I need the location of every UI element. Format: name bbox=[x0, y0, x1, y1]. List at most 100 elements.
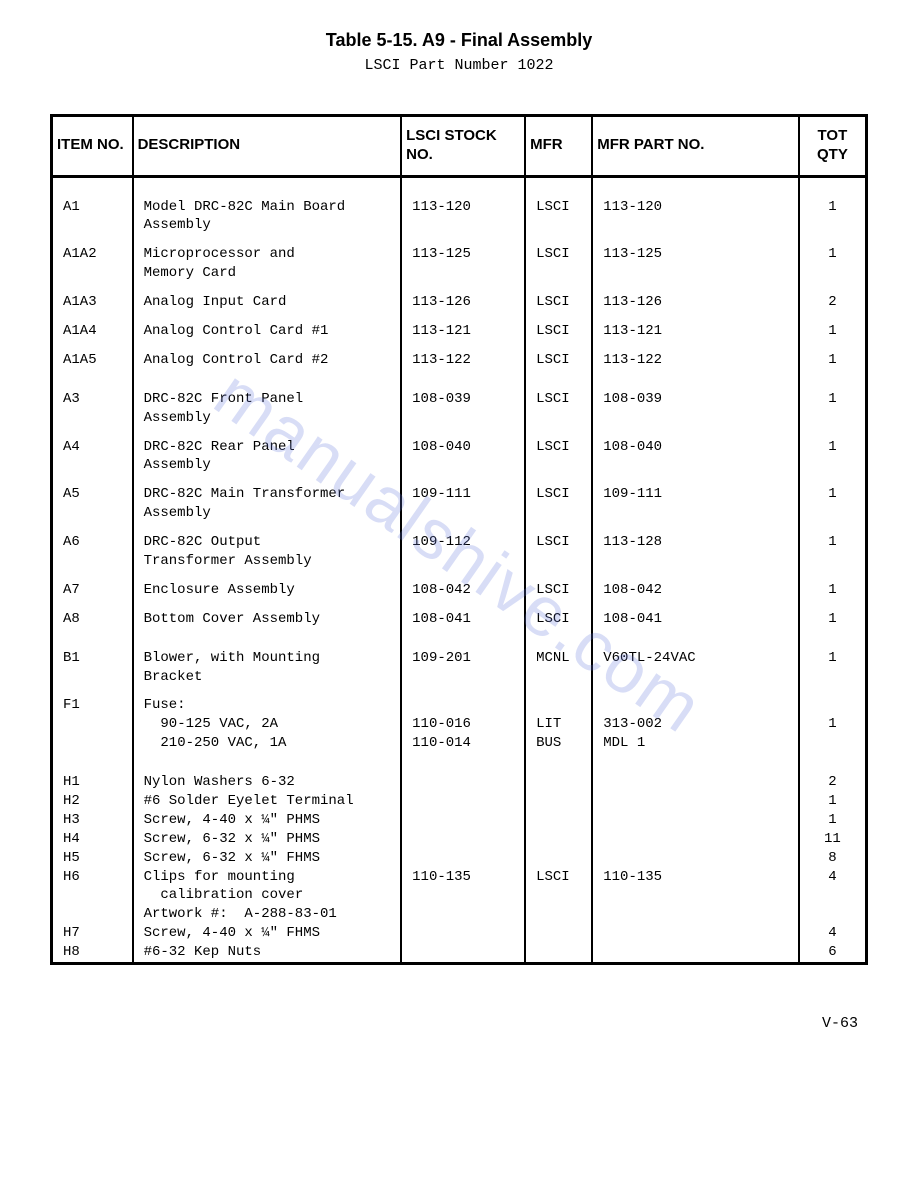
cell-part: 109-111 bbox=[592, 475, 799, 523]
table-row: A4DRC-82C Rear Panel Assembly108-040LSCI… bbox=[52, 428, 867, 476]
cell-mfr: LSCI bbox=[525, 428, 592, 476]
cell-desc: Fuse: 90-125 VAC, 2A 210-250 VAC, 1A bbox=[133, 686, 402, 753]
table-row: A7Enclosure Assembly108-042LSCI108-0421 bbox=[52, 571, 867, 600]
cell-desc: Bottom Cover Assembly bbox=[133, 600, 402, 629]
cell-stock: 108-042 bbox=[401, 571, 525, 600]
cell-mfr: LSCI bbox=[525, 370, 592, 428]
cell-item: H6 bbox=[52, 868, 133, 925]
cell-mfr: LSCI bbox=[525, 600, 592, 629]
cell-qty: 1 bbox=[799, 428, 867, 476]
cell-mfr bbox=[525, 811, 592, 830]
cell-part: 113-125 bbox=[592, 235, 799, 283]
col-part: MFR PART NO. bbox=[592, 116, 799, 177]
cell-stock: 113-126 bbox=[401, 283, 525, 312]
cell-item: A3 bbox=[52, 370, 133, 428]
cell-mfr: LSCI bbox=[525, 341, 592, 370]
cell-desc: Screw, 6-32 x ¼" FHMS bbox=[133, 849, 402, 868]
page: manualshive.com Table 5-15. A9 - Final A… bbox=[50, 30, 868, 1032]
cell-part: 113-128 bbox=[592, 523, 799, 571]
cell-mfr: LSCI bbox=[525, 475, 592, 523]
table-row: H2#6 Solder Eyelet Terminal1 bbox=[52, 792, 867, 811]
table-row: H7Screw, 4-40 x ¼" FHMS4 bbox=[52, 924, 867, 943]
table-row: A5DRC-82C Main Transformer Assembly109-1… bbox=[52, 475, 867, 523]
cell-stock bbox=[401, 924, 525, 943]
cell-item: A6 bbox=[52, 523, 133, 571]
cell-desc: Screw, 6-32 x ¼" PHMS bbox=[133, 830, 402, 849]
cell-part: 113-120 bbox=[592, 176, 799, 235]
cell-desc: #6 Solder Eyelet Terminal bbox=[133, 792, 402, 811]
cell-qty: 1 bbox=[799, 792, 867, 811]
cell-qty: 6 bbox=[799, 943, 867, 963]
cell-mfr: LSCI bbox=[525, 312, 592, 341]
cell-item: H1 bbox=[52, 753, 133, 792]
cell-mfr: LSCI bbox=[525, 571, 592, 600]
cell-desc: Model DRC-82C Main Board Assembly bbox=[133, 176, 402, 235]
cell-stock: 113-121 bbox=[401, 312, 525, 341]
cell-part bbox=[592, 792, 799, 811]
table-row: H6Clips for mounting calibration cover A… bbox=[52, 868, 867, 925]
cell-part: 108-041 bbox=[592, 600, 799, 629]
cell-part: 113-126 bbox=[592, 283, 799, 312]
cell-stock: 113-122 bbox=[401, 341, 525, 370]
col-desc: DESCRIPTION bbox=[133, 116, 402, 177]
cell-part: 113-122 bbox=[592, 341, 799, 370]
table-row: H4Screw, 6-32 x ¼" PHMS11 bbox=[52, 830, 867, 849]
cell-qty: 1 bbox=[799, 571, 867, 600]
cell-part bbox=[592, 849, 799, 868]
cell-item: B1 bbox=[52, 629, 133, 687]
col-mfr: MFR bbox=[525, 116, 592, 177]
cell-mfr bbox=[525, 753, 592, 792]
table-row: H8#6-32 Kep Nuts6 bbox=[52, 943, 867, 963]
cell-part: 113-121 bbox=[592, 312, 799, 341]
cell-qty: 1 bbox=[799, 176, 867, 235]
col-item: ITEM NO. bbox=[52, 116, 133, 177]
cell-stock: 109-111 bbox=[401, 475, 525, 523]
cell-qty: 1 bbox=[799, 235, 867, 283]
cell-item: A8 bbox=[52, 600, 133, 629]
cell-item: A1A3 bbox=[52, 283, 133, 312]
table-row: A3DRC-82C Front Panel Assembly108-039LSC… bbox=[52, 370, 867, 428]
cell-part: 110-135 bbox=[592, 868, 799, 925]
table-subtitle: LSCI Part Number 1022 bbox=[50, 57, 868, 74]
cell-stock bbox=[401, 849, 525, 868]
cell-mfr: LSCI bbox=[525, 283, 592, 312]
cell-part bbox=[592, 811, 799, 830]
cell-stock bbox=[401, 792, 525, 811]
cell-desc: Blower, with Mounting Bracket bbox=[133, 629, 402, 687]
cell-item: A1A5 bbox=[52, 341, 133, 370]
table-row: A8Bottom Cover Assembly108-041LSCI108-04… bbox=[52, 600, 867, 629]
cell-qty: 4 bbox=[799, 868, 867, 925]
parts-table: ITEM NO. DESCRIPTION LSCI STOCK NO. MFR … bbox=[50, 114, 868, 965]
cell-desc: Screw, 4-40 x ¼" FHMS bbox=[133, 924, 402, 943]
cell-stock bbox=[401, 811, 525, 830]
col-stock: LSCI STOCK NO. bbox=[401, 116, 525, 177]
cell-item: H8 bbox=[52, 943, 133, 963]
cell-mfr: MCNL bbox=[525, 629, 592, 687]
cell-mfr: LSCI bbox=[525, 868, 592, 925]
cell-part bbox=[592, 830, 799, 849]
cell-desc: Enclosure Assembly bbox=[133, 571, 402, 600]
cell-qty: 1 bbox=[799, 629, 867, 687]
cell-qty: 2 bbox=[799, 283, 867, 312]
cell-stock: 108-040 bbox=[401, 428, 525, 476]
cell-mfr: LIT BUS bbox=[525, 686, 592, 753]
cell-item: A1 bbox=[52, 176, 133, 235]
cell-stock: 109-112 bbox=[401, 523, 525, 571]
cell-desc: Nylon Washers 6-32 bbox=[133, 753, 402, 792]
cell-item: H7 bbox=[52, 924, 133, 943]
cell-desc: DRC-82C Main Transformer Assembly bbox=[133, 475, 402, 523]
cell-qty: 2 bbox=[799, 753, 867, 792]
cell-desc: Analog Control Card #1 bbox=[133, 312, 402, 341]
cell-mfr bbox=[525, 849, 592, 868]
cell-mfr bbox=[525, 792, 592, 811]
cell-part: V60TL-24VAC bbox=[592, 629, 799, 687]
cell-mfr bbox=[525, 943, 592, 963]
table-row: F1Fuse: 90-125 VAC, 2A 210-250 VAC, 1A 1… bbox=[52, 686, 867, 753]
cell-qty: 1 bbox=[799, 686, 867, 753]
cell-item: A1A2 bbox=[52, 235, 133, 283]
cell-stock: 108-041 bbox=[401, 600, 525, 629]
cell-qty: 1 bbox=[799, 811, 867, 830]
cell-part: 108-042 bbox=[592, 571, 799, 600]
cell-stock bbox=[401, 943, 525, 963]
cell-qty: 1 bbox=[799, 312, 867, 341]
